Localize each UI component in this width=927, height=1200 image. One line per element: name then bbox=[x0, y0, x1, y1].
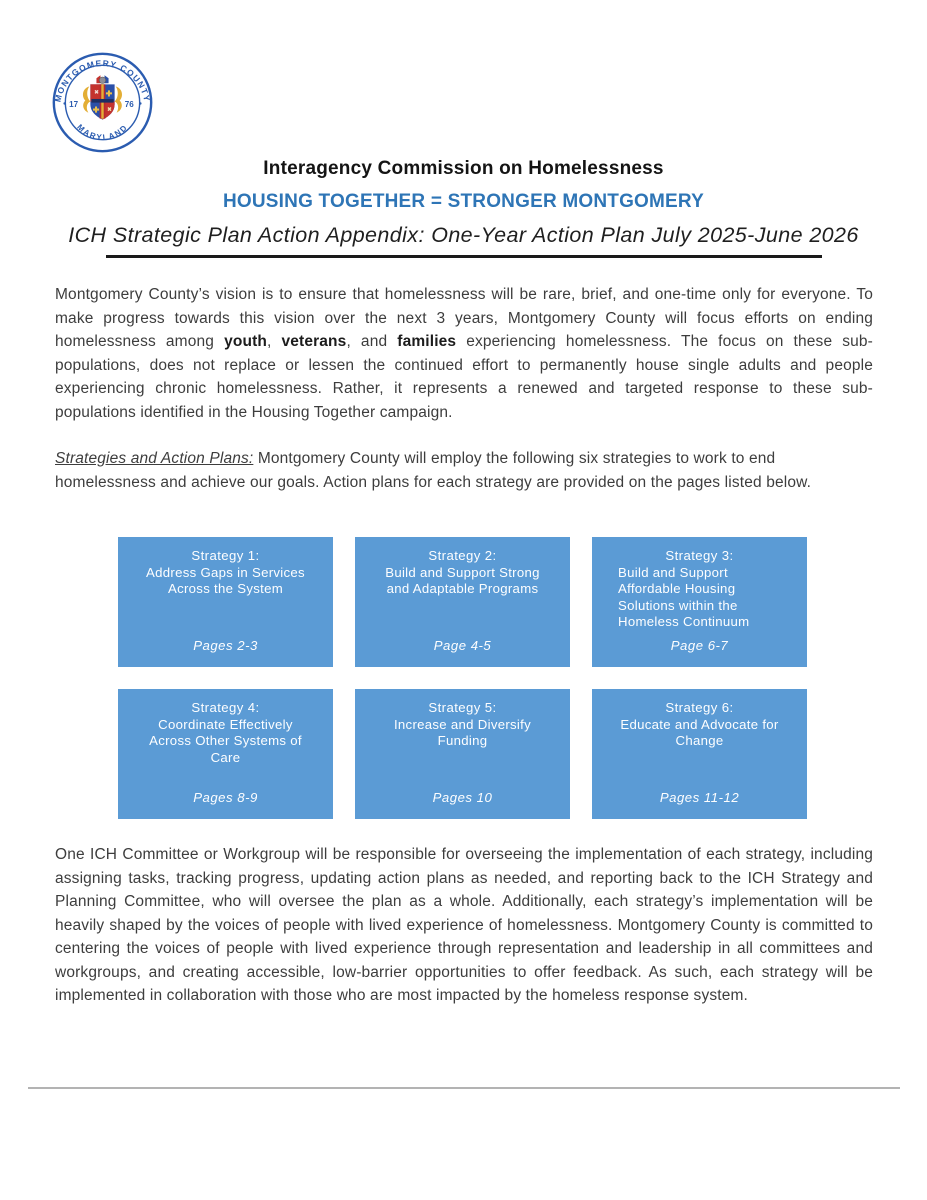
strategies-intro-paragraph: Strategies and Action Plans: Montgomery … bbox=[55, 447, 873, 494]
strategy-box-text: Strategy 6: Educate and Advocate for Cha… bbox=[598, 700, 801, 750]
bold-veterans: veterans bbox=[281, 333, 347, 350]
strategy-box-text: Strategy 2: Build and Support Strong and… bbox=[361, 548, 564, 598]
strategy-title: Build and Support Strong and Adaptable P… bbox=[385, 564, 540, 597]
strategy-title: Coordinate Effectively Across Other Syst… bbox=[149, 716, 302, 765]
strategy-boxes-grid: Strategy 1: Address Gaps in Services Acr… bbox=[118, 537, 807, 819]
strategy-heading: Strategy 6: bbox=[665, 700, 734, 715]
strategy-pages: Pages 2-3 bbox=[193, 637, 258, 653]
strategy-heading: Strategy 4: bbox=[191, 700, 260, 715]
document-subtitle: ICH Strategic Plan Action Appendix: One-… bbox=[68, 223, 859, 247]
strategy-box-3: Strategy 3: Build and Support Affordable… bbox=[592, 537, 807, 667]
strategy-pages: Pages 10 bbox=[432, 789, 493, 805]
text-run: , and bbox=[346, 333, 398, 350]
vision-paragraph: Montgomery County’s vision is to ensure … bbox=[55, 283, 873, 424]
text-run: , bbox=[267, 333, 282, 350]
strategy-heading: Strategy 1: bbox=[191, 548, 260, 563]
text-run: Montgomery County’s vision is to ensure … bbox=[55, 286, 873, 350]
strategy-box-text: Strategy 4: Coordinate Effectively Acros… bbox=[124, 700, 327, 766]
strategy-title: Educate and Advocate for Change bbox=[620, 716, 779, 749]
text-run: Montgomery County will employ the follow… bbox=[55, 450, 812, 491]
strategy-box-4: Strategy 4: Coordinate Effectively Acros… bbox=[118, 689, 333, 819]
strategy-box-text: Strategy 1: Address Gaps in Services Acr… bbox=[124, 548, 327, 598]
strategy-box-text: Strategy 3: Build and Support Affordable… bbox=[598, 548, 801, 631]
montgomery-county-seal-logo: MONTGOMERY COUNTY MARYLAND 17 76 bbox=[52, 52, 153, 153]
seal-year-17: 17 bbox=[69, 100, 78, 109]
footer-divider-rule bbox=[28, 1087, 900, 1089]
strategy-box-2: Strategy 2: Build and Support Strong and… bbox=[355, 537, 570, 667]
strategy-pages: Pages 11-12 bbox=[659, 789, 740, 805]
strategy-title: Increase and Diversify Funding bbox=[393, 716, 532, 749]
strategy-title: Address Gaps in Services Across the Syst… bbox=[146, 564, 305, 597]
page-title: Interagency Commission on Homelessness bbox=[263, 158, 664, 179]
strategy-heading: Strategy 2: bbox=[428, 548, 497, 563]
campaign-slogan-title: HOUSING TOGETHER = STRONGER MONTGOMERY bbox=[222, 191, 705, 212]
text-run: experiencing homelessness. The focus on … bbox=[55, 333, 873, 421]
strategy-heading: Strategy 3: bbox=[665, 548, 734, 563]
bold-families: families bbox=[397, 333, 457, 350]
document-header: Interagency Commission on Homelessness H… bbox=[0, 158, 927, 248]
strategy-box-5: Strategy 5: Increase and Diversify Fundi… bbox=[355, 689, 570, 819]
header-divider-rule bbox=[106, 255, 822, 258]
bold-youth: youth bbox=[224, 333, 267, 350]
strategy-pages: Page 4-5 bbox=[433, 637, 492, 653]
strategy-title: Build and Support Affordable Housing Sol… bbox=[618, 564, 750, 630]
strategy-box-6: Strategy 6: Educate and Advocate for Cha… bbox=[592, 689, 807, 819]
strategy-pages: Page 6-7 bbox=[670, 637, 729, 653]
strategy-pages: Pages 8-9 bbox=[193, 789, 258, 805]
strategies-and-action-plans-label: Strategies and Action Plans: bbox=[55, 450, 254, 467]
strategy-box-1: Strategy 1: Address Gaps in Services Acr… bbox=[118, 537, 333, 667]
seal-graphic: MONTGOMERY COUNTY MARYLAND 17 76 bbox=[53, 52, 153, 153]
seal-year-76: 76 bbox=[125, 100, 134, 109]
strategy-box-text: Strategy 5: Increase and Diversify Fundi… bbox=[361, 700, 564, 750]
seal-coat-of-arms bbox=[82, 75, 123, 120]
implementation-paragraph: One ICH Committee or Workgroup will be r… bbox=[55, 846, 873, 1004]
strategy-heading: Strategy 5: bbox=[428, 700, 497, 715]
